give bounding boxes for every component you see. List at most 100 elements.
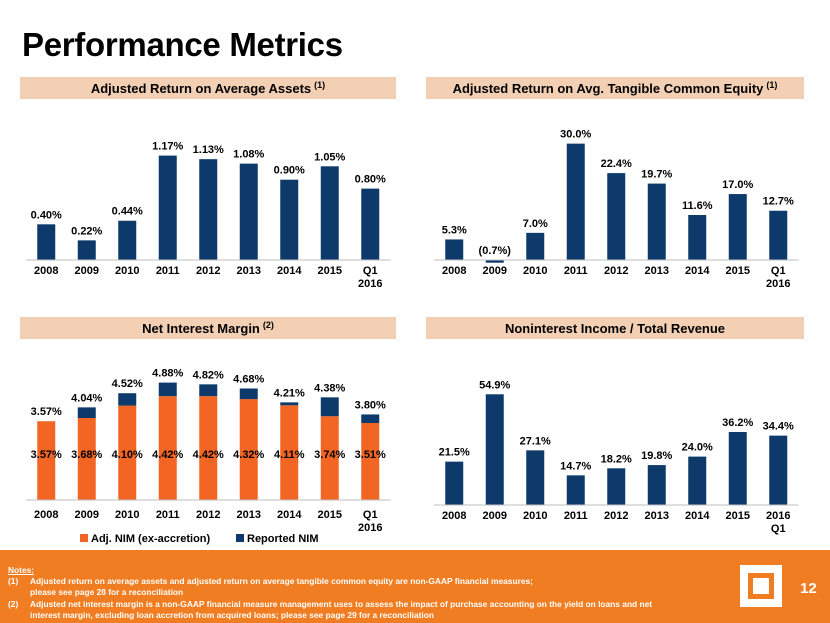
data-label-adj: 4.11% xyxy=(274,449,305,461)
bar-adj-nim xyxy=(239,399,258,500)
panel-title-roaa-note: (1) xyxy=(314,80,326,90)
category-tick-label: 2012 xyxy=(604,510,628,522)
legend-label-reported-nim: Reported NIM xyxy=(247,533,319,545)
bar-2014 xyxy=(688,215,707,260)
legend-label-adj-nim: Adj. NIM (ex-accretion) xyxy=(91,533,211,545)
bar-adj-nim xyxy=(158,396,177,500)
data-label: 12.7% xyxy=(763,196,794,208)
data-label: 19.8% xyxy=(641,450,672,462)
panel-title-rotce-note: (1) xyxy=(766,80,778,90)
bar-adj-nim xyxy=(77,417,96,500)
data-label: 1.17% xyxy=(152,141,183,153)
bar-2012 xyxy=(607,173,626,260)
data-label-reported: 3.80% xyxy=(355,399,386,411)
bar-2011 xyxy=(158,155,177,260)
bar-2010 xyxy=(526,232,545,260)
data-label: 1.08% xyxy=(233,149,264,161)
bar-2011 xyxy=(566,475,585,505)
bar-reported-nim xyxy=(77,407,96,418)
data-label-adj: 4.42% xyxy=(193,449,224,461)
bar-reported-nim xyxy=(158,382,177,397)
panel-title-rotce: Adjusted Return on Avg. Tangible Common … xyxy=(426,77,804,99)
category-tick-label: 2014 xyxy=(685,510,710,522)
data-label-adj: 3.74% xyxy=(314,449,345,461)
data-label-adj: 3.51% xyxy=(355,449,386,461)
panel-title-nonint-text: Noninterest Income / Total Revenue xyxy=(504,320,726,336)
bar-adj-nim xyxy=(118,405,137,500)
chart-rotce: 5.3% (0.7%) 7.0% 30.0% 22.4% 19.7% 11.6% 17.0% 1… xyxy=(434,129,799,290)
bar-2016-q1 xyxy=(769,435,788,505)
data-label: 7.0% xyxy=(523,218,548,230)
data-label-reported: 4.52% xyxy=(112,378,143,390)
bar-reported-nim xyxy=(199,384,218,397)
footnote-1-line-1: Adjusted return on average assets and ad… xyxy=(30,576,533,587)
category-tick-label: 2009 xyxy=(483,265,507,277)
bar-reported-nim xyxy=(118,393,137,406)
bar-reported-nim xyxy=(280,402,299,406)
category-tick-label: 2013 xyxy=(645,265,669,277)
data-label: 21.5% xyxy=(439,447,470,459)
panel-title-nim: Net Interest Margin (2) xyxy=(20,317,396,339)
data-label: 0.40% xyxy=(31,209,62,221)
page-title: Performance Metrics xyxy=(22,26,343,63)
data-label-reported: 4.88% xyxy=(152,368,183,380)
category-tick-label: Q1 2016 xyxy=(358,509,382,534)
data-label: 30.0% xyxy=(560,129,591,141)
bar-2010 xyxy=(118,220,137,260)
bar-2014 xyxy=(688,456,707,505)
data-label: 36.2% xyxy=(722,417,753,429)
footnote-2-line-1: Adjusted net interest margin is a non-GA… xyxy=(30,598,653,609)
data-label: 17.0% xyxy=(722,179,753,191)
bar-2008 xyxy=(445,239,464,260)
panel-title-nim-note: (2) xyxy=(262,320,274,330)
category-tick-label: 2015 xyxy=(726,510,750,522)
category-tick-label: Q1 2016 xyxy=(358,265,382,290)
data-label: 1.05% xyxy=(314,151,345,163)
data-label-adj: 3.68% xyxy=(71,449,102,461)
category-tick-label: 2016 Q1 xyxy=(766,510,790,535)
data-label: 5.3% xyxy=(442,224,467,236)
category-tick-label: 2012 xyxy=(196,265,220,277)
panel-title-roaa: Adjusted Return on Average Assets (1) xyxy=(20,77,396,99)
data-label: 14.7% xyxy=(560,460,591,472)
bar-adj-nim xyxy=(37,421,56,500)
category-tick-label: 2014 xyxy=(685,265,710,277)
notes-heading: Notes: xyxy=(8,565,35,575)
footnote-2-line-2: interest margin, excluding loan accretio… xyxy=(30,609,434,620)
legend-swatch-reported-nim xyxy=(236,534,244,542)
bar-2012 xyxy=(607,468,626,505)
bar-adj-nim xyxy=(199,396,218,500)
bar-2011 xyxy=(566,143,585,260)
bar-2015 xyxy=(728,431,747,505)
category-tick-label: 2011 xyxy=(156,265,180,277)
footnote-2: (2) Adjusted net interest margin is a no… xyxy=(8,599,728,621)
category-tick-label: 2010 xyxy=(115,509,139,521)
category-tick-label: 2009 xyxy=(75,509,99,521)
bar-2010 xyxy=(526,450,545,505)
category-tick-label: 2009 xyxy=(483,510,507,522)
category-tick-label: 2009 xyxy=(75,265,99,277)
category-tick-label: 2013 xyxy=(645,510,669,522)
bar-q1-2016 xyxy=(361,188,380,260)
footnote-2-number: (2) xyxy=(8,598,19,609)
data-label-adj: 4.42% xyxy=(152,449,183,461)
data-label-adj: 3.57% xyxy=(31,449,62,461)
bar-2012 xyxy=(199,159,218,260)
data-label-reported: 4.21% xyxy=(274,387,305,399)
data-label: 19.7% xyxy=(641,169,672,181)
bar-2008 xyxy=(37,224,56,260)
footnote-1-number: (1) xyxy=(8,576,19,587)
category-tick-label: 2012 xyxy=(196,509,220,521)
panel-title-nim-text: Net Interest Margin xyxy=(142,320,260,336)
category-tick-label: Q1 2016 xyxy=(766,265,790,290)
bar-2015 xyxy=(728,194,747,260)
bar-2009 xyxy=(485,260,504,263)
category-tick-label: 2013 xyxy=(237,509,261,521)
category-tick-label: 2011 xyxy=(564,265,588,277)
bar-q1-2016 xyxy=(769,210,788,260)
panel-title-rotce-text: Adjusted Return on Avg. Tangible Common … xyxy=(452,80,764,96)
data-label: (0.7%) xyxy=(479,245,512,257)
data-label-adj: 4.10% xyxy=(112,449,143,461)
category-tick-label: 2014 xyxy=(277,265,302,277)
category-tick-label: 2015 xyxy=(726,265,750,277)
